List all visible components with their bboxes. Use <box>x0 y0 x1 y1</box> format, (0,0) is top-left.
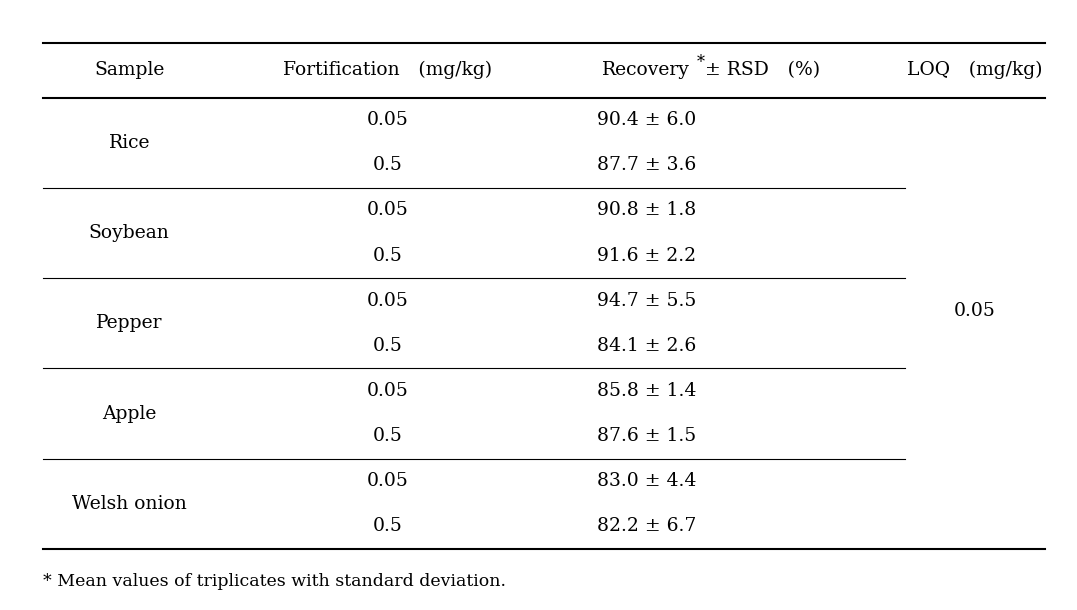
Text: Apple: Apple <box>102 404 156 423</box>
Text: *: * <box>697 54 704 71</box>
Text: 84.1 ± 2.6: 84.1 ± 2.6 <box>597 337 696 355</box>
Text: 0.5: 0.5 <box>373 337 403 355</box>
Text: Recovery: Recovery <box>602 61 690 79</box>
Text: 83.0 ± 4.4: 83.0 ± 4.4 <box>597 472 696 490</box>
Text: 90.4 ± 6.0: 90.4 ± 6.0 <box>597 111 696 129</box>
Text: Rice: Rice <box>109 134 150 152</box>
Text: ± RSD (%): ± RSD (%) <box>705 61 821 79</box>
Text: 0.5: 0.5 <box>373 246 403 265</box>
Text: 0.05: 0.05 <box>367 472 408 490</box>
Text: 85.8 ± 1.4: 85.8 ± 1.4 <box>597 382 696 400</box>
Text: 90.8 ± 1.8: 90.8 ± 1.8 <box>597 201 696 220</box>
Text: 0.05: 0.05 <box>367 382 408 400</box>
Text: 0.5: 0.5 <box>373 517 403 536</box>
Text: 94.7 ± 5.5: 94.7 ± 5.5 <box>597 292 696 310</box>
Text: 87.7 ± 3.6: 87.7 ± 3.6 <box>597 156 696 174</box>
Text: 0.05: 0.05 <box>367 201 408 220</box>
Text: 0.05: 0.05 <box>954 302 995 320</box>
Text: 0.5: 0.5 <box>373 427 403 445</box>
Text: Sample: Sample <box>94 61 165 79</box>
Text: * Mean values of triplicates with standard deviation.: * Mean values of triplicates with standa… <box>43 573 506 590</box>
Text: 0.05: 0.05 <box>367 292 408 310</box>
Text: Pepper: Pepper <box>96 314 163 332</box>
Text: LOQ (mg/kg): LOQ (mg/kg) <box>907 61 1043 79</box>
Text: 82.2 ± 6.7: 82.2 ± 6.7 <box>597 517 696 536</box>
Text: 91.6 ± 2.2: 91.6 ± 2.2 <box>597 246 696 265</box>
Text: Welsh onion: Welsh onion <box>72 495 186 513</box>
Text: Soybean: Soybean <box>89 224 169 242</box>
Text: 0.5: 0.5 <box>373 156 403 174</box>
Text: Fortification (mg/kg): Fortification (mg/kg) <box>283 61 492 79</box>
Text: 87.6 ± 1.5: 87.6 ± 1.5 <box>597 427 696 445</box>
Text: 0.05: 0.05 <box>367 111 408 129</box>
